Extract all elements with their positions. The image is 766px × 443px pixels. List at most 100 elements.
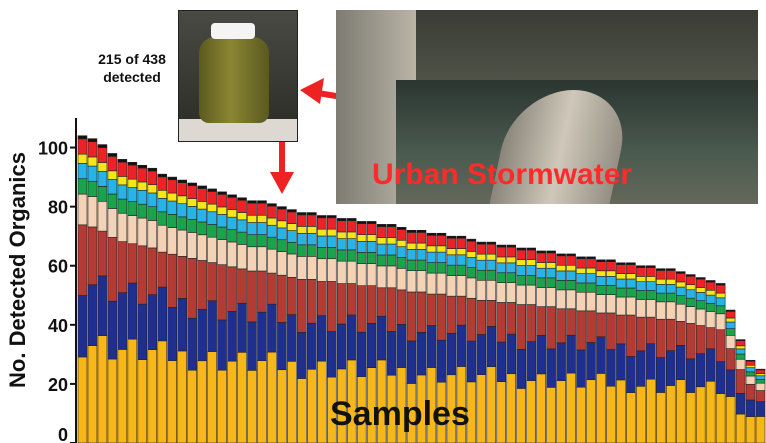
bar-segment bbox=[646, 290, 656, 300]
bar-segment bbox=[456, 235, 467, 239]
bar-segment bbox=[496, 302, 507, 343]
bar-segment bbox=[526, 380, 536, 443]
bar-segment bbox=[476, 300, 487, 335]
bar-segment bbox=[426, 251, 437, 263]
bar-segment bbox=[626, 264, 636, 274]
bar-segment bbox=[326, 228, 337, 237]
bar-segment bbox=[576, 310, 586, 351]
bar-segment bbox=[97, 275, 108, 336]
bar-segment bbox=[107, 300, 118, 360]
bar-segment bbox=[446, 235, 457, 239]
bar-segment bbox=[556, 289, 566, 310]
bar-segment bbox=[436, 339, 447, 383]
bar-segment bbox=[117, 212, 128, 242]
bar-segment bbox=[755, 369, 766, 374]
bar-segment bbox=[177, 350, 187, 443]
bar-segment bbox=[227, 197, 237, 211]
bar-segment bbox=[636, 290, 646, 300]
bar-segment bbox=[755, 390, 766, 402]
bar-segment bbox=[536, 335, 546, 375]
bar-segment bbox=[626, 314, 636, 357]
bar-segment bbox=[326, 235, 337, 248]
bar-segment bbox=[416, 232, 427, 244]
bar-segment bbox=[127, 164, 138, 180]
y-tick-label: 0 bbox=[58, 425, 68, 443]
bar-segment bbox=[406, 259, 417, 271]
bar-segment bbox=[476, 279, 487, 301]
bar-segment bbox=[546, 267, 556, 279]
bar-segment bbox=[496, 341, 507, 382]
bar-segment bbox=[506, 256, 517, 264]
bar-segment bbox=[426, 272, 437, 295]
bar-segment bbox=[197, 188, 207, 202]
bar-segment bbox=[167, 214, 178, 228]
bar-segment bbox=[586, 291, 596, 312]
bar-segment bbox=[616, 296, 626, 316]
bar-segment bbox=[496, 262, 507, 274]
bar-segment bbox=[426, 325, 437, 368]
bar-segment bbox=[187, 258, 197, 319]
bar-segment bbox=[297, 332, 307, 379]
bar-segment bbox=[656, 392, 666, 443]
bar-segment bbox=[157, 224, 168, 253]
bar-segment bbox=[316, 315, 327, 362]
bar-segment bbox=[356, 331, 367, 377]
bar-segment bbox=[486, 243, 497, 255]
bar-segment bbox=[646, 267, 656, 277]
bar-segment bbox=[307, 226, 317, 234]
bar-segment bbox=[336, 218, 347, 221]
bar-segment bbox=[526, 304, 536, 342]
bar-segment bbox=[247, 202, 257, 216]
bar-segment bbox=[366, 285, 377, 324]
bar-segment bbox=[516, 274, 526, 286]
detected-count-caption: 215 of 438 detected bbox=[82, 50, 182, 86]
bar-segment bbox=[257, 246, 267, 272]
bar-segment bbox=[396, 246, 407, 258]
bar-segment bbox=[346, 283, 357, 316]
bar-segment bbox=[675, 295, 686, 305]
bar-segment bbox=[586, 273, 596, 284]
bar-segment bbox=[267, 203, 277, 207]
bar-segment bbox=[586, 310, 596, 343]
bar-segment bbox=[227, 241, 237, 268]
bar-segment bbox=[147, 247, 158, 295]
bar-segment bbox=[396, 257, 407, 269]
bar-segment bbox=[546, 250, 556, 254]
bar-segment bbox=[755, 382, 766, 391]
bar-segment bbox=[755, 416, 766, 443]
bar-segment bbox=[107, 193, 118, 209]
bar-segment bbox=[725, 348, 736, 371]
bar-segment bbox=[356, 223, 367, 235]
bar-segment bbox=[526, 341, 536, 381]
bar-segment bbox=[476, 259, 487, 271]
bar-segment bbox=[257, 222, 267, 235]
bar-segment bbox=[277, 274, 287, 323]
bar-segment bbox=[97, 230, 108, 277]
bar-segment bbox=[705, 302, 716, 312]
bar-segment bbox=[616, 343, 626, 381]
bar-segment bbox=[456, 264, 467, 276]
bar-segment bbox=[596, 294, 606, 314]
bar-segment bbox=[197, 201, 207, 210]
bar-segment bbox=[426, 293, 437, 326]
bar-segment bbox=[207, 203, 217, 213]
bar-segment bbox=[705, 348, 716, 382]
bar-segment bbox=[476, 241, 487, 245]
bar-segment bbox=[705, 327, 716, 350]
bar-segment bbox=[586, 267, 596, 274]
bar-segment bbox=[157, 176, 168, 191]
bar-segment bbox=[396, 324, 407, 368]
bar-segment bbox=[466, 238, 477, 242]
bar-segment bbox=[87, 284, 98, 346]
bar-segment bbox=[137, 217, 148, 247]
bar-segment bbox=[416, 242, 427, 250]
bar-segment bbox=[646, 343, 656, 380]
bar-segment bbox=[675, 281, 686, 288]
bar-segment bbox=[646, 299, 656, 318]
bar-segment bbox=[646, 316, 656, 345]
bar-segment bbox=[217, 191, 227, 195]
bar-segment bbox=[476, 374, 487, 443]
bar-segment bbox=[436, 262, 447, 274]
bar-segment bbox=[376, 287, 387, 317]
bar-segment bbox=[137, 359, 148, 443]
